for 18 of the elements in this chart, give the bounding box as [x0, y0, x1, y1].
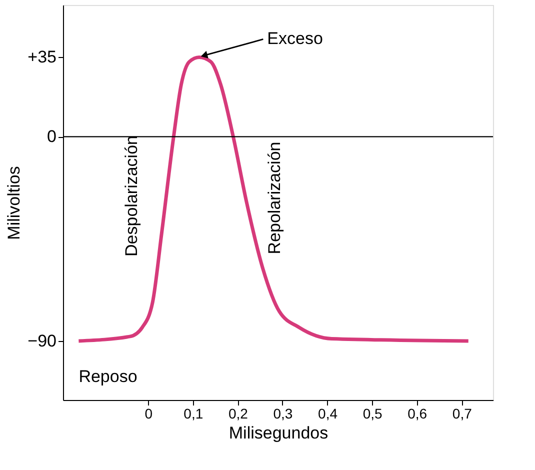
y-tick-label: 0: [47, 127, 56, 146]
x-tick-label: 0,2: [228, 406, 248, 422]
x-tick-label: 0,7: [452, 406, 472, 422]
annotation: Despolarización: [122, 136, 141, 256]
y-tick-label: +35: [28, 48, 56, 67]
line-series: [76, 55, 470, 343]
x-tick-label: 0,1: [184, 406, 204, 422]
x-tick-label: 0,4: [318, 406, 338, 422]
x-tick-label: 0,6: [408, 406, 428, 422]
x-axis-title: Milisegundos: [228, 424, 328, 442]
x-tick-label: 0,3: [273, 406, 293, 422]
annotation: Repolarización: [265, 142, 284, 254]
annotation: Exceso: [267, 29, 323, 48]
annotation: Reposo: [78, 367, 138, 386]
y-axis-title: Milivoltios: [4, 166, 24, 240]
x-tick-label: 0: [144, 406, 153, 422]
y-tick-label: −90: [28, 331, 56, 350]
x-tick-label: 0,5: [362, 406, 383, 422]
